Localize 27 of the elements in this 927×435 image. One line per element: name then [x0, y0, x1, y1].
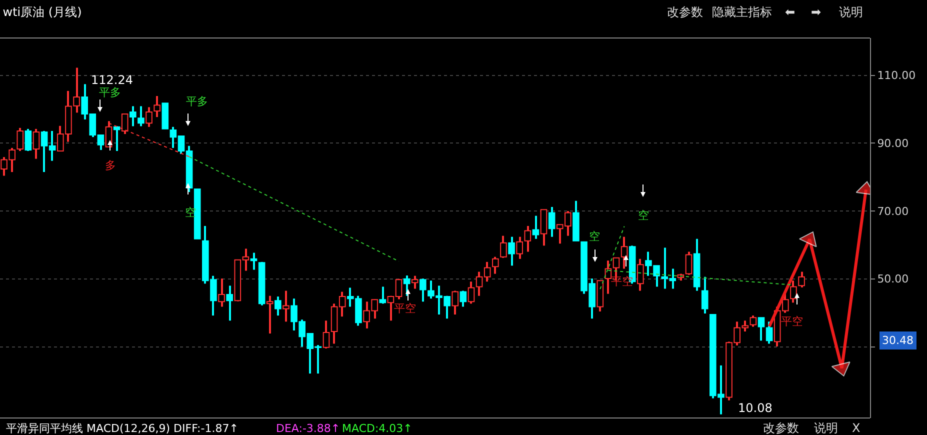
chart-title: wti原油 (月线)	[2, 5, 82, 20]
text: ➡	[811, 5, 822, 19]
text: ⬅	[785, 5, 796, 19]
annotation: 10.08	[738, 401, 772, 415]
text: 平滑异同平均线 MACD(12,26,9) DIFF:-1.87↑	[6, 422, 238, 435]
y-tick-label: 110.00	[877, 69, 916, 82]
annotation: 平多	[99, 86, 121, 99]
y-tick-label: 90.00	[877, 137, 909, 150]
text: X	[852, 421, 860, 435]
text: 改参数	[667, 5, 703, 19]
annotation: 平空	[611, 275, 633, 288]
text: 改参数	[763, 421, 799, 435]
y-tick-label: 70.00	[877, 204, 909, 218]
text: MACD:4.03↑	[342, 422, 412, 435]
annotation: 平多	[186, 95, 208, 108]
annotation: 多	[105, 159, 116, 172]
annotation: 112.24	[91, 73, 133, 87]
annotation: 空	[589, 230, 600, 243]
y-tick-label: 50.00	[877, 272, 909, 286]
annotation: 平空	[394, 302, 416, 315]
text: 说明	[839, 5, 863, 19]
text: 30.48	[882, 334, 914, 347]
text: 说明	[814, 421, 838, 435]
text: 隐藏主指标	[712, 5, 772, 19]
text: DEA:-3.88↑	[276, 422, 340, 435]
annotation: 平空	[781, 315, 803, 328]
annotation: 空	[638, 209, 649, 222]
